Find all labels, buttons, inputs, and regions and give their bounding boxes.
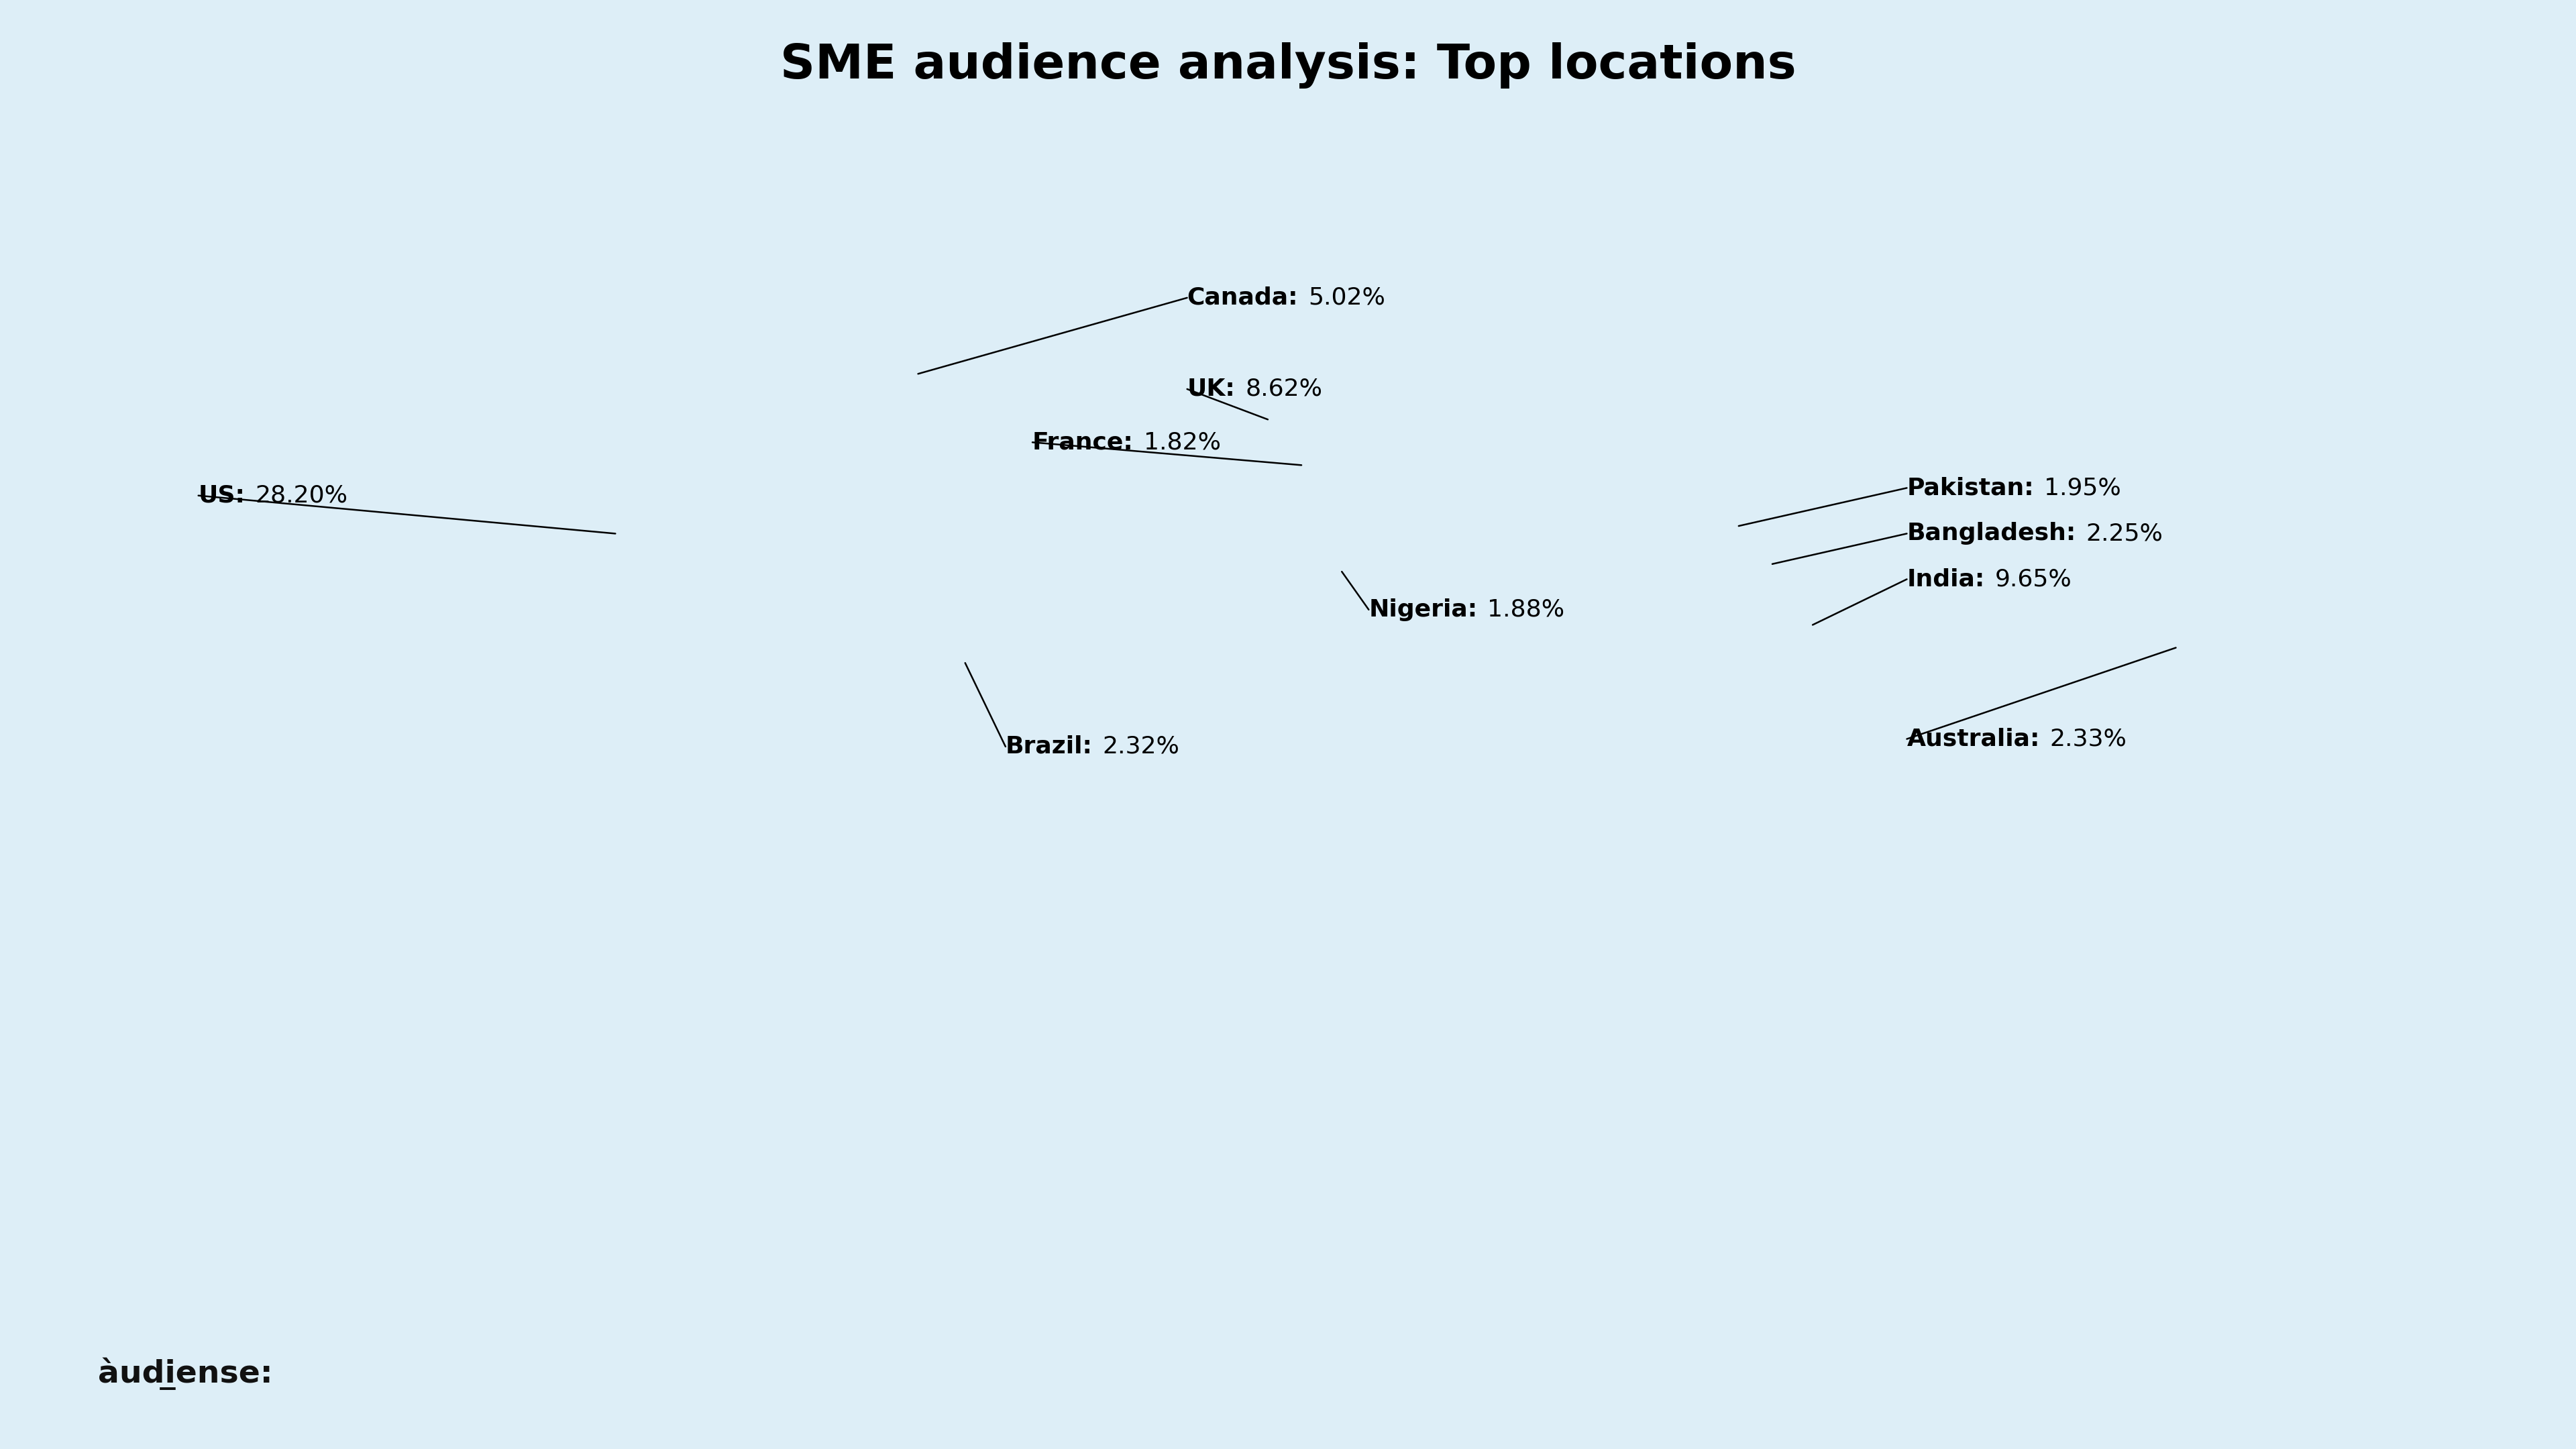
Text: UK:: UK:	[1188, 378, 1236, 400]
Text: Canada:: Canada:	[1188, 287, 1298, 309]
Text: 2.25%: 2.25%	[2087, 522, 2164, 545]
Text: Australia:: Australia:	[1906, 727, 2040, 751]
Text: 2.33%: 2.33%	[2050, 727, 2128, 751]
Text: 28.20%: 28.20%	[255, 484, 348, 507]
Text: Nigeria:: Nigeria:	[1368, 598, 1479, 622]
Text: India:: India:	[1906, 568, 1984, 591]
Text: 1.95%: 1.95%	[2045, 477, 2120, 500]
Text: France:: France:	[1033, 430, 1133, 454]
Text: Pakistan:: Pakistan:	[1906, 477, 2035, 500]
Text: 2.32%: 2.32%	[1103, 735, 1180, 758]
Text: Bangladesh:: Bangladesh:	[1906, 522, 2076, 545]
Text: US:: US:	[198, 484, 245, 507]
Text: 5.02%: 5.02%	[1309, 287, 1386, 309]
Text: 9.65%: 9.65%	[1994, 568, 2071, 591]
Text: àudi̲ense:: àudi̲ense:	[98, 1358, 273, 1390]
Text: SME audience analysis: Top locations: SME audience analysis: Top locations	[781, 42, 1795, 88]
Text: 1.82%: 1.82%	[1144, 430, 1221, 454]
Text: 1.88%: 1.88%	[1486, 598, 1564, 622]
Text: Brazil:: Brazil:	[1005, 735, 1092, 758]
Text: 8.62%: 8.62%	[1244, 378, 1321, 400]
